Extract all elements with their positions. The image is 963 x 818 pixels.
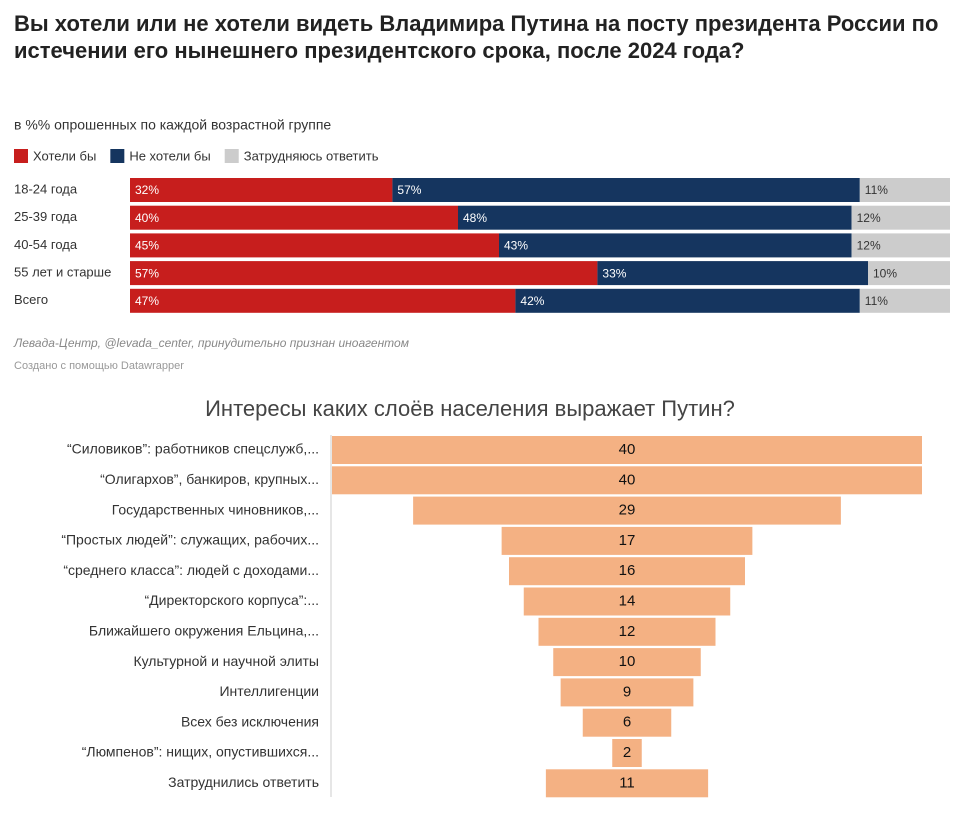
value-label: 2 xyxy=(623,744,631,761)
y-tick-label: “среднего класса”: людей с доходами... xyxy=(63,562,319,578)
legend-label: Хотели бы xyxy=(33,148,96,163)
bar xyxy=(332,436,922,464)
value-label: 11% xyxy=(865,294,888,308)
y-tick-label: “Силовиков”: работников спецслужб,... xyxy=(67,441,319,457)
bar-segment xyxy=(458,205,852,230)
value-label: 17 xyxy=(619,532,636,549)
value-label: 48% xyxy=(463,211,487,225)
value-label: 32% xyxy=(135,183,159,197)
bar xyxy=(612,739,642,767)
bar xyxy=(582,708,672,737)
y-tick-label: Культурной и научной элиты xyxy=(133,653,319,669)
y-tick-label: Ближайшего окружения Ельцина,... xyxy=(89,623,319,639)
value-label: 29 xyxy=(619,502,636,519)
value-label: 40 xyxy=(619,441,636,458)
value-label: 11 xyxy=(619,774,635,791)
legend-swatch xyxy=(224,149,239,163)
bar xyxy=(413,496,841,525)
value-label: 10 xyxy=(619,653,636,670)
bar xyxy=(553,648,701,677)
value-label: 16 xyxy=(619,562,636,579)
y-tick-label: Затруднились ответить xyxy=(168,774,319,790)
chart-title: Вы хотели или не хотели видеть Владимира… xyxy=(14,11,939,63)
y-tick-label: Всего xyxy=(14,292,48,307)
bar-segment xyxy=(515,288,860,313)
bar-segment xyxy=(130,261,598,286)
y-tick-label: “Люмпенов”: нищих, опустившихся... xyxy=(82,744,319,760)
bar-segment xyxy=(499,233,852,258)
y-tick-label: “Директорского корпуса”:... xyxy=(145,592,319,608)
value-label: 43% xyxy=(504,239,528,253)
y-tick-label: 40-54 года xyxy=(14,237,78,252)
bar-segment xyxy=(597,261,868,286)
bar xyxy=(509,557,745,586)
value-label: 11% xyxy=(865,183,888,197)
bar-segment xyxy=(851,233,950,258)
y-tick-label: “Простых людей”: служащих, рабочих... xyxy=(61,532,319,548)
y-tick-label: Интеллигенции xyxy=(219,683,319,699)
bar-segment xyxy=(859,288,950,313)
y-tick-label: Государственных чиновников,... xyxy=(112,501,319,517)
y-tick-label: 55 лет и старше xyxy=(14,265,111,280)
value-label: 47% xyxy=(135,294,159,308)
bar-segment xyxy=(130,233,499,258)
value-label: 14 xyxy=(619,592,636,609)
bar xyxy=(501,526,753,555)
value-label: 57% xyxy=(397,183,421,197)
value-label: 40 xyxy=(619,471,636,488)
value-label: 57% xyxy=(135,266,159,280)
y-tick-label: “Олигархов”, банкиров, крупных... xyxy=(100,471,319,487)
legend-label: Затрудняюсь ответить xyxy=(244,148,379,163)
source: Левада-Центр, @levada_center, принудител… xyxy=(13,336,409,350)
chart-subtitle: в %% опрошенных по каждой возрастной гру… xyxy=(14,117,331,133)
value-label: 33% xyxy=(602,266,626,280)
value-label: 45% xyxy=(135,239,159,253)
legend-label: Не хотели бы xyxy=(129,148,210,163)
bar-segment xyxy=(868,261,950,286)
value-label: 10% xyxy=(873,266,897,280)
bar xyxy=(332,466,922,495)
value-label: 12 xyxy=(619,623,636,640)
value-label: 40% xyxy=(135,211,159,225)
value-label: 12% xyxy=(857,211,881,225)
bar-segment xyxy=(130,205,458,230)
bar xyxy=(560,678,694,707)
bar-segment xyxy=(130,178,393,202)
y-tick-label: Всех без исключения xyxy=(181,713,319,729)
bar-segment xyxy=(851,205,950,230)
value-label: 12% xyxy=(857,239,881,253)
y-tick-label: 18-24 года xyxy=(14,181,78,196)
legend-swatch xyxy=(14,149,28,163)
y-tick-label: 25-39 года xyxy=(14,209,78,224)
value-label: 42% xyxy=(520,294,544,308)
value-label: 6 xyxy=(623,714,631,731)
bar xyxy=(523,587,731,616)
chart-title: Интересы каких слоёв населения выражает … xyxy=(205,396,735,421)
bar-segment xyxy=(130,288,516,313)
bar-segment xyxy=(859,178,950,202)
value-label: 9 xyxy=(623,683,631,700)
bar-segment xyxy=(392,178,860,202)
legend-swatch xyxy=(110,149,125,163)
bar xyxy=(545,769,709,798)
credit: Создано с помощью Datawrapper xyxy=(14,360,184,372)
bar xyxy=(538,617,716,646)
